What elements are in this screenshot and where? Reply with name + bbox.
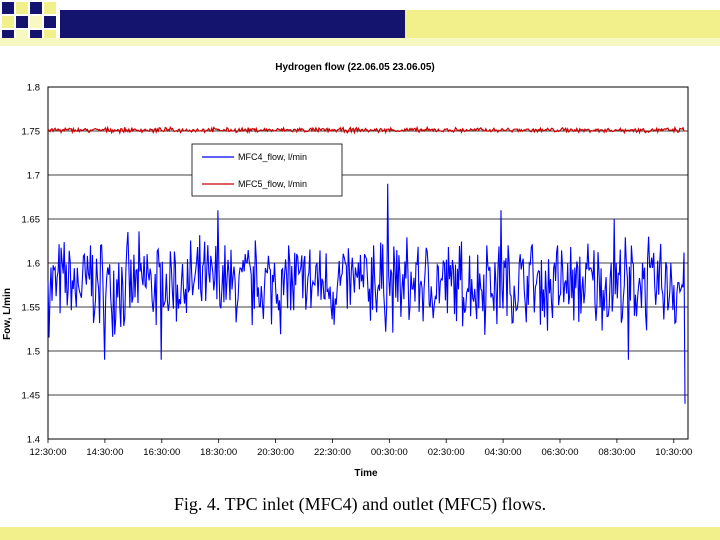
y-axis-label: Fow, L/min — [2, 288, 13, 340]
header-square — [16, 2, 28, 14]
x-tick-label: 18:30:00 — [200, 447, 237, 458]
plot-area: 1.4 1.45 1.5 1.55 1.6 1.65 1.7 1.75 1.8 12:30:00 1… — [22, 83, 693, 459]
x-tick-label: 16:30:00 — [143, 447, 180, 458]
y-tick-label: 1.65 — [22, 215, 41, 226]
x-tick-label: 00:30:00 — [371, 447, 408, 458]
series-line-mfc4 — [47, 183, 686, 404]
x-tick-label: 04:30:00 — [485, 447, 522, 458]
header-square — [2, 2, 14, 14]
slide-footer-band — [0, 527, 720, 540]
header-square — [44, 2, 56, 14]
header-square — [16, 16, 28, 28]
y-tick-label: 1.8 — [27, 83, 40, 94]
x-axis-label: Time — [354, 468, 378, 479]
header-pale-band — [0, 38, 720, 46]
x-tick-label: 20:30:00 — [257, 447, 294, 458]
header-square — [2, 16, 14, 28]
y-tick-label: 1.45 — [22, 391, 41, 402]
figure-caption: Fig. 4. TPC inlet (MFC4) and outlet (MFC… — [173, 494, 547, 514]
x-tick-label: 02:30:00 — [428, 447, 465, 458]
y-tick-label: 1.55 — [22, 303, 41, 314]
hydrogen-flow-chart: Hydrogen flow (22.06.05 23.06.05) Fow, L… — [2, 62, 693, 479]
header-gradient-band-yellow — [405, 10, 720, 38]
header-square — [44, 16, 56, 28]
y-tick-label: 1.75 — [22, 127, 41, 138]
chart-title: Hydrogen flow (22.06.05 23.06.05) — [275, 62, 435, 73]
x-tick-label: 22:30:00 — [314, 447, 351, 458]
footer-band — [0, 527, 720, 540]
y-tick-label: 1.7 — [27, 171, 40, 182]
x-tick-label: 08:30:00 — [598, 447, 635, 458]
x-tick-label: 14:30:00 — [86, 447, 123, 458]
y-tick-label: 1.6 — [27, 259, 40, 270]
x-tick-label: 10:30:00 — [655, 447, 692, 458]
y-tick-label: 1.5 — [27, 347, 40, 358]
header-gradient-band-navy — [60, 10, 405, 38]
slide-header-decoration — [0, 0, 720, 46]
x-tick-label: 12:30:00 — [30, 447, 67, 458]
y-tick-label: 1.4 — [27, 435, 40, 446]
series-line-mfc5 — [47, 125, 686, 136]
header-square — [30, 16, 42, 28]
x-tick-label: 06:30:00 — [542, 447, 579, 458]
legend-box — [191, 143, 343, 197]
header-square — [30, 2, 42, 14]
legend-label: MFC4_flow, l/min — [238, 152, 307, 162]
legend-label: MFC5_flow, l/min — [238, 179, 307, 189]
legend: MFC4_flow, l/min MFC5_flow, l/min — [191, 143, 343, 197]
